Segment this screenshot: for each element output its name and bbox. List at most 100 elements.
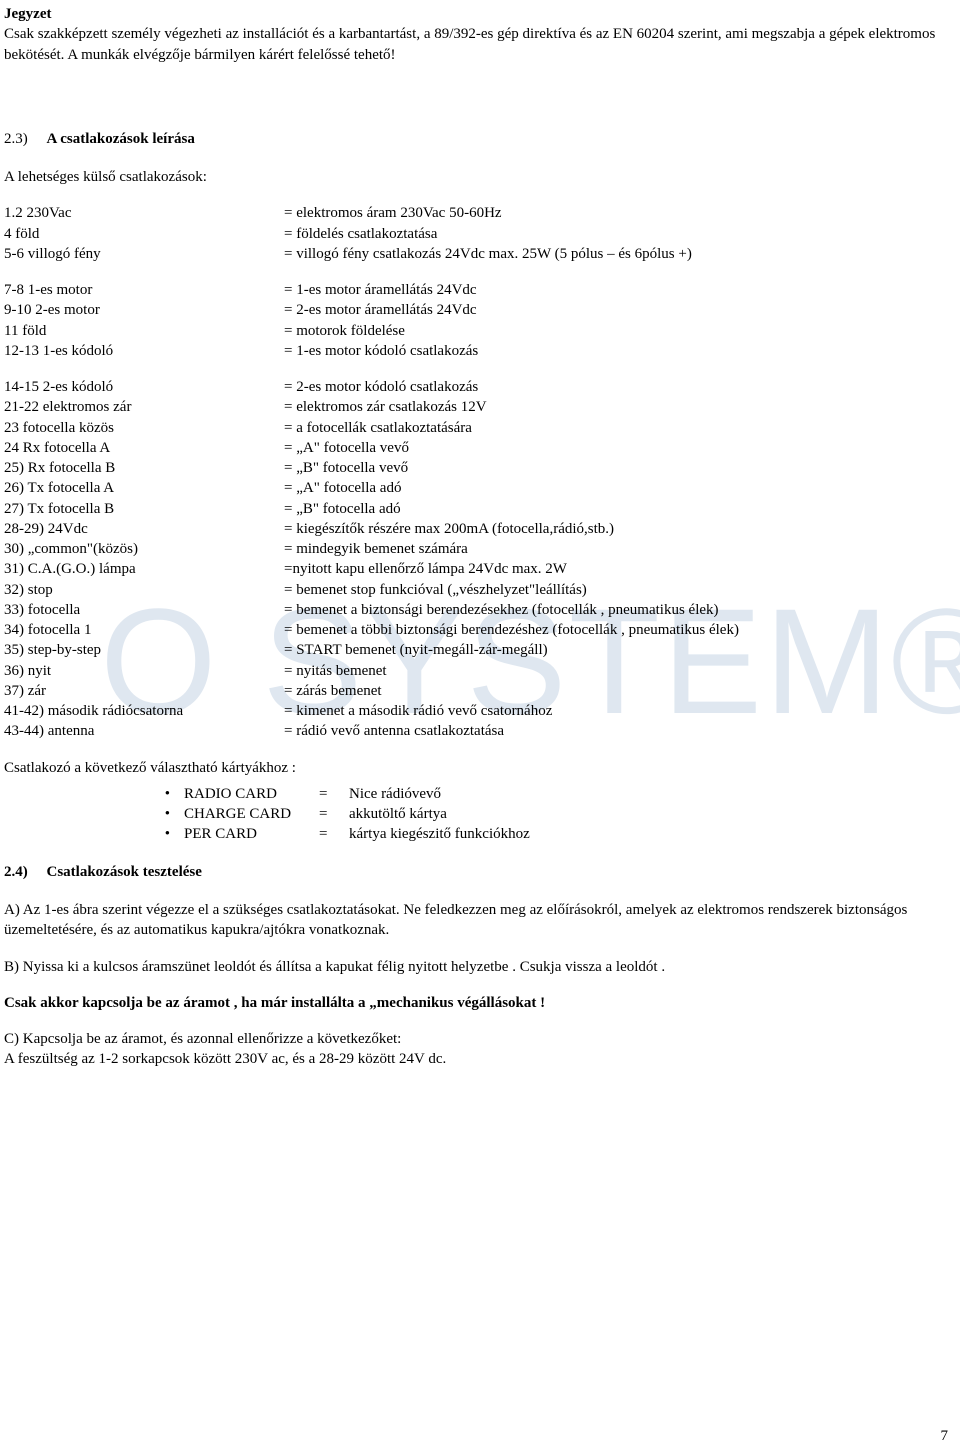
conn-row: 26) Tx fotocella A= „A" fotocella adó: [4, 478, 952, 498]
conn-left: 35) step-by-step: [4, 640, 284, 660]
conn-right: = zárás bemenet: [284, 681, 952, 701]
conn-row: 14-15 2-es kódoló= 2-es motor kódoló csa…: [4, 377, 952, 397]
conn-left: 30) „common"(közös): [4, 539, 284, 559]
card-row: • CHARGE CARD = akkutöltő kártya: [4, 804, 952, 824]
conn-row: 1.2 230Vac= elektromos áram 230Vac 50-60…: [4, 203, 952, 223]
card-row: • RADIO CARD = Nice rádióvevő: [4, 784, 952, 804]
conn-row: 12-13 1-es kódoló= 1-es motor kódoló csa…: [4, 341, 952, 361]
conn-left: 4 föld: [4, 224, 284, 244]
conn-left: 9-10 2-es motor: [4, 300, 284, 320]
conn-row: 5-6 villogó fény= villogó fény csatlakoz…: [4, 244, 952, 264]
conn-right: =nyitott kapu ellenőrző lámpa 24Vdc max.…: [284, 559, 952, 579]
conn-row: 32) stop= bemenet stop funkcióval („vész…: [4, 580, 952, 600]
conn-right: = kiegészítők részére max 200mA (fotocel…: [284, 519, 952, 539]
card-name: RADIO CARD: [184, 784, 319, 804]
conn-left: 12-13 1-es kódoló: [4, 341, 284, 361]
conn-right: = 1-es motor kódoló csatlakozás: [284, 341, 952, 361]
conn-right: = elektromos áram 230Vac 50-60Hz: [284, 203, 952, 223]
conn-row: 24 Rx fotocella A= „A" fotocella vevő: [4, 438, 952, 458]
conn-right: = „B" fotocella vevő: [284, 458, 952, 478]
conn-right: = földelés csatlakoztatása: [284, 224, 952, 244]
conn-row: 25) Rx fotocella B= „B" fotocella vevő: [4, 458, 952, 478]
conn-row: 28-29) 24Vdc= kiegészítők részére max 20…: [4, 519, 952, 539]
conn-right: = nyitás bemenet: [284, 661, 952, 681]
conn-left: 21-22 elektromos zár: [4, 397, 284, 417]
sec-23-intro: A lehetséges külső csatlakozások:: [4, 167, 952, 187]
page-content: Jegyzet Csak szakképzett személy végezhe…: [4, 4, 952, 1070]
sec-24-num: 2.4): [4, 864, 28, 880]
conn-row: 41-42) második rádiócsatorna= kimenet a …: [4, 701, 952, 721]
conn-row: 9-10 2-es motor= 2-es motor áramellátás …: [4, 300, 952, 320]
card-eq: =: [319, 824, 349, 844]
conn-left: 36) nyit: [4, 661, 284, 681]
conn-row: 34) fotocella 1= bemenet a többi biztons…: [4, 620, 952, 640]
sec-23-header: 2.3) A csatlakozások leírása: [4, 129, 952, 149]
conn-row: 31) C.A.(G.O.) lámpa=nyitott kapu ellenő…: [4, 559, 952, 579]
conn-row: 33) fotocella= bemenet a biztonsági bere…: [4, 600, 952, 620]
conn-row: 4 föld= földelés csatlakoztatása: [4, 224, 952, 244]
conn-left: 28-29) 24Vdc: [4, 519, 284, 539]
conn-left: 25) Rx fotocella B: [4, 458, 284, 478]
conn-left: 33) fotocella: [4, 600, 284, 620]
conn-row: 21-22 elektromos zár= elektromos zár csa…: [4, 397, 952, 417]
conn-right: = mindegyik bemenet számára: [284, 539, 952, 559]
conn-right: = „A" fotocella vevő: [284, 438, 952, 458]
test-c2: A feszültség az 1-2 sorkapcsok között 23…: [4, 1049, 952, 1069]
conn-right: = 1-es motor áramellátás 24Vdc: [284, 280, 952, 300]
conn-right: = „A" fotocella adó: [284, 478, 952, 498]
sec-24-title: Csatlakozások tesztelése: [47, 864, 202, 880]
card-name: CHARGE CARD: [184, 804, 319, 824]
conn-block-c: 14-15 2-es kódoló= 2-es motor kódoló csa…: [4, 377, 952, 742]
conn-row: 23 fotocella közös= a fotocellák csatlak…: [4, 418, 952, 438]
bullet-icon: •: [4, 804, 184, 824]
cards-intro: Csatlakozó a következő választható kárty…: [4, 758, 952, 778]
conn-right: = START bemenet (nyit-megáll-zár-megáll): [284, 640, 952, 660]
conn-row: 35) step-by-step= START bemenet (nyit-me…: [4, 640, 952, 660]
card-eq: =: [319, 804, 349, 824]
test-b: B) Nyissa ki a kulcsos áramszünet leoldó…: [4, 957, 952, 977]
conn-row: 27) Tx fotocella B= „B" fotocella adó: [4, 499, 952, 519]
conn-right: = motorok földelése: [284, 321, 952, 341]
conn-row: 37) zár= zárás bemenet: [4, 681, 952, 701]
bullet-icon: •: [4, 824, 184, 844]
conn-right: = bemenet a többi biztonsági berendezésh…: [284, 620, 952, 640]
sec-23-num: 2.3): [4, 131, 28, 147]
note-title: Jegyzet: [4, 4, 952, 24]
conn-left: 23 fotocella közös: [4, 418, 284, 438]
test-c1: C) Kapcsolja be az áramot, és azonnal el…: [4, 1029, 952, 1049]
cards-list: • RADIO CARD = Nice rádióvevő • CHARGE C…: [4, 784, 952, 844]
conn-right: = elektromos zár csatlakozás 12V: [284, 397, 952, 417]
card-row: • PER CARD = kártya kiegészitő funkciókh…: [4, 824, 952, 844]
conn-block-b: 7-8 1-es motor= 1-es motor áramellátás 2…: [4, 280, 952, 361]
conn-left: 14-15 2-es kódoló: [4, 377, 284, 397]
conn-row: 7-8 1-es motor= 1-es motor áramellátás 2…: [4, 280, 952, 300]
conn-block-a: 1.2 230Vac= elektromos áram 230Vac 50-60…: [4, 203, 952, 264]
conn-right: = bemenet a biztonsági berendezésekhez (…: [284, 600, 952, 620]
conn-row: 11 föld= motorok földelése: [4, 321, 952, 341]
conn-left: 26) Tx fotocella A: [4, 478, 284, 498]
sec-24-header: 2.4) Csatlakozások tesztelése: [4, 862, 952, 882]
conn-right: = a fotocellák csatlakoztatására: [284, 418, 952, 438]
conn-right: = kimenet a második rádió vevő csatornáh…: [284, 701, 952, 721]
conn-left: 43-44) antenna: [4, 721, 284, 741]
conn-left: 7-8 1-es motor: [4, 280, 284, 300]
conn-left: 41-42) második rádiócsatorna: [4, 701, 284, 721]
note-body: Csak szakképzett személy végezheti az in…: [4, 24, 952, 65]
conn-left: 5-6 villogó fény: [4, 244, 284, 264]
sec-23-title: A csatlakozások leírása: [47, 131, 195, 147]
conn-row: 30) „common"(közös)= mindegyik bemenet s…: [4, 539, 952, 559]
card-name: PER CARD: [184, 824, 319, 844]
conn-left: 37) zár: [4, 681, 284, 701]
conn-right: = bemenet stop funkcióval („vészhelyzet"…: [284, 580, 952, 600]
conn-right: = „B" fotocella adó: [284, 499, 952, 519]
conn-left: 1.2 230Vac: [4, 203, 284, 223]
conn-right: = rádió vevő antenna csatlakoztatása: [284, 721, 952, 741]
conn-left: 32) stop: [4, 580, 284, 600]
conn-row: 36) nyit= nyitás bemenet: [4, 661, 952, 681]
bullet-icon: •: [4, 784, 184, 804]
conn-row: 43-44) antenna= rádió vevő antenna csatl…: [4, 721, 952, 741]
conn-right: = villogó fény csatlakozás 24Vdc max. 25…: [284, 244, 952, 264]
conn-left: 27) Tx fotocella B: [4, 499, 284, 519]
card-desc: Nice rádióvevő: [349, 784, 952, 804]
conn-left: 31) C.A.(G.O.) lámpa: [4, 559, 284, 579]
